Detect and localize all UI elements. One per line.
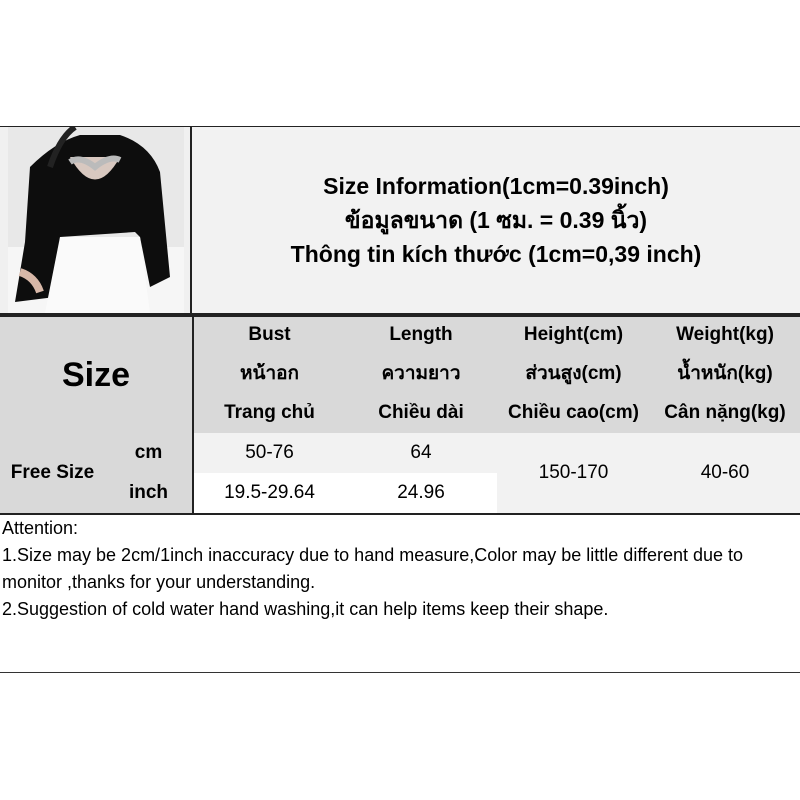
col-weight-en: Weight(kg)	[650, 315, 800, 355]
title-th: ข้อมูลขนาด (1 ซม. = 0.39 นิ้ว)	[344, 207, 648, 233]
col-weight-th: น้ำหนัก(kg)	[650, 353, 800, 395]
unit-cm: cm	[105, 433, 194, 475]
bottom-rule	[0, 672, 800, 673]
col-height-th: ส่วนสูง(cm)	[497, 353, 652, 395]
weight-value: 40-60	[650, 433, 800, 515]
title-en: Size Information(1cm=0.39inch)	[323, 173, 669, 199]
bust-cm: 50-76	[192, 433, 347, 475]
col-bust-vi: Trang chủ	[192, 393, 347, 435]
col-height-vi: Chiều cao(cm)	[497, 393, 652, 435]
title-vi: Thông tin kích thước (1cm=0,39 inch)	[290, 241, 702, 267]
note-2: 2.Suggestion of cold water hand washing,…	[2, 599, 609, 619]
product-photo	[0, 127, 192, 315]
unit-inch: inch	[105, 473, 194, 515]
note-1: 1.Size may be 2cm/1inch inaccuracy due t…	[2, 545, 744, 592]
col-height-en: Height(cm)	[497, 315, 652, 355]
col-length-vi: Chiều dài	[345, 393, 499, 435]
notes-heading: Attention:	[2, 518, 79, 538]
attention-notes: Attention: 1.Size may be 2cm/1inch inacc…	[2, 515, 800, 623]
size-header: Size	[0, 315, 194, 435]
col-bust-en: Bust	[192, 315, 347, 355]
length-inch: 24.96	[345, 473, 499, 515]
col-length-en: Length	[345, 315, 499, 355]
height-value: 150-170	[497, 433, 652, 515]
col-bust-th: หน้าอก	[192, 353, 347, 395]
length-cm: 64	[345, 433, 499, 475]
row-free-size: Free Size	[0, 433, 107, 515]
col-length-th: ความยาว	[345, 353, 499, 395]
col-weight-vi: Cân nặng(kg)	[650, 393, 800, 435]
size-info-title: Size Information(1cm=0.39inch) ข้อมูลขนา…	[192, 127, 800, 315]
bust-inch: 19.5-29.64	[192, 473, 347, 515]
